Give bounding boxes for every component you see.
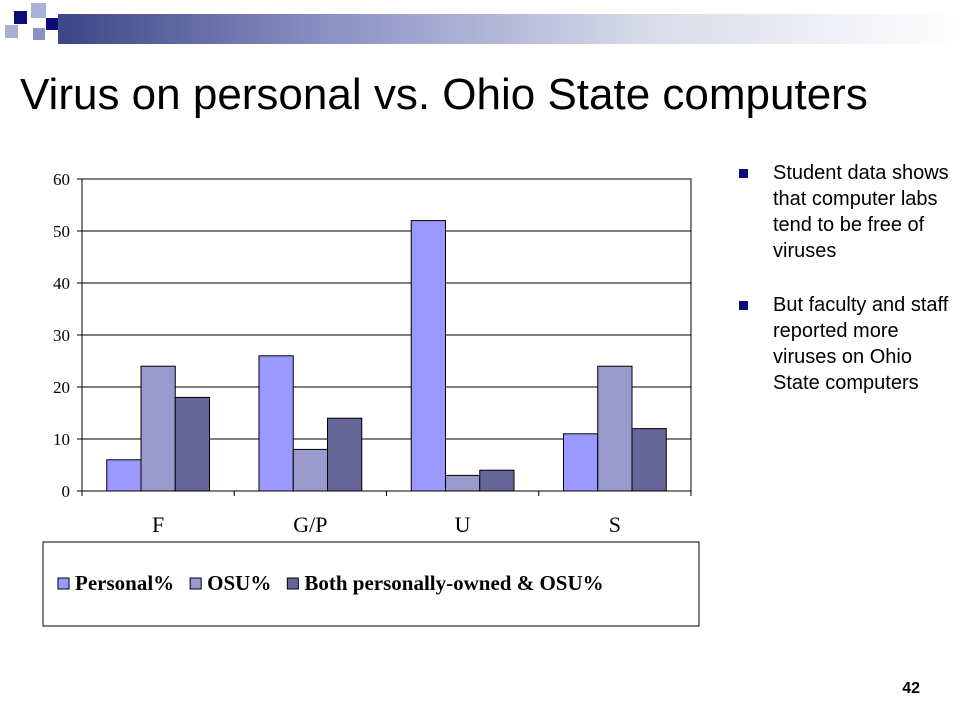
bullet-square-icon — [739, 169, 748, 178]
bar — [562, 433, 599, 492]
y-tick-label: 20 — [53, 378, 70, 397]
legend-swatch — [189, 577, 202, 590]
deco-square-light — [5, 25, 18, 38]
deco-square-navy — [14, 11, 27, 24]
legend-swatch — [57, 577, 70, 590]
bar — [631, 428, 667, 492]
page-number: 42 — [902, 680, 920, 697]
slide-title: Virus on personal vs. Ohio State compute… — [20, 70, 868, 119]
legend-label: Both personally-owned & OSU% — [304, 571, 603, 595]
legend-label: Personal% — [75, 571, 174, 595]
bullet-square-icon — [739, 301, 748, 310]
bar — [597, 365, 633, 492]
bar — [106, 459, 142, 492]
bullet-text: But faculty and staff reported more viru… — [773, 294, 949, 394]
x-category-label: U — [455, 512, 471, 537]
y-tick-label: 40 — [53, 274, 70, 293]
bullet-text: Student data shows that computer labs te… — [773, 162, 949, 262]
legend-label: OSU% — [207, 571, 271, 595]
x-category-label: G/P — [293, 512, 327, 537]
decorative-squares — [5, 3, 58, 40]
bullet-list: Student data shows that computer labs te… — [735, 160, 950, 424]
bar — [410, 220, 446, 492]
legend-swatch — [286, 577, 299, 590]
bar — [292, 448, 329, 492]
bar — [479, 469, 515, 492]
bullet-item: But faculty and staff reported more viru… — [735, 292, 950, 396]
deco-square-mid — [33, 28, 45, 40]
bar — [327, 417, 363, 492]
title-accent-bar — [58, 14, 960, 44]
bar — [174, 396, 211, 492]
deco-square-navy — [46, 18, 58, 30]
bar — [140, 365, 176, 492]
bullet-item: Student data shows that computer labs te… — [735, 160, 950, 264]
y-tick-label: 30 — [53, 326, 70, 345]
bar — [258, 355, 294, 492]
y-tick-label: 50 — [53, 222, 70, 241]
deco-square-light — [31, 3, 46, 18]
legend-box — [42, 541, 700, 627]
y-tick-label: 10 — [53, 430, 70, 449]
bar — [444, 474, 481, 492]
x-category-label: S — [609, 512, 621, 537]
x-category-label: F — [152, 512, 164, 537]
y-tick-label: 0 — [62, 482, 71, 501]
y-tick-label: 60 — [53, 170, 70, 189]
